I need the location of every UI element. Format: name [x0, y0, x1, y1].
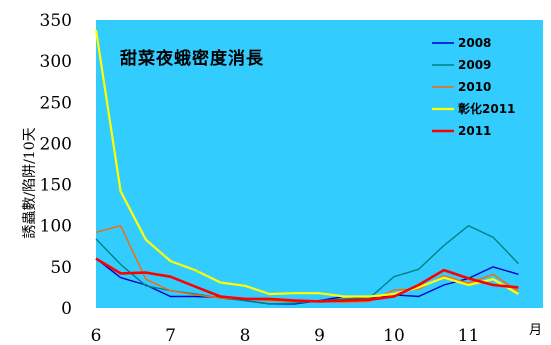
- x-axis-label: 月: [529, 323, 542, 338]
- x-tick-label: 11: [458, 326, 480, 345]
- legend-entry: 2011: [458, 124, 491, 138]
- y-tick-label: 200: [40, 134, 72, 154]
- y-tick-label: 100: [40, 217, 72, 237]
- y-tick-label: 50: [50, 258, 72, 278]
- legend-entry: 2008: [458, 36, 491, 50]
- x-tick-label: 8: [240, 326, 251, 345]
- series-line: [94, 29, 519, 298]
- legend: 2008 2009 2010 彰化2011 2011: [432, 36, 515, 138]
- legend-entry: 彰化2011: [458, 101, 515, 116]
- series-layer: [94, 29, 519, 305]
- y-axis-label: 誘蟲數/陷阱/10天: [22, 127, 38, 238]
- series-line: [95, 257, 519, 303]
- x-tick-label: 10: [383, 326, 405, 345]
- y-tick-label: 0: [61, 299, 72, 319]
- legend-entry: 2009: [458, 58, 491, 72]
- y-tick-label: 250: [40, 93, 72, 113]
- legend-entry: 2010: [458, 80, 491, 94]
- y-axis: 0 50 100 150 200 250 300 350: [40, 11, 72, 319]
- chart-title: 甜菜夜蛾密度消長: [120, 48, 264, 69]
- x-axis: 6 7 8 9 10 11: [91, 326, 480, 345]
- y-tick-label: 300: [40, 52, 72, 72]
- x-tick-label: 6: [91, 326, 102, 345]
- y-tick-label: 350: [40, 11, 72, 31]
- y-tick-label: 150: [40, 176, 72, 196]
- x-tick-label: 7: [165, 326, 176, 345]
- x-tick-label: 9: [314, 326, 325, 345]
